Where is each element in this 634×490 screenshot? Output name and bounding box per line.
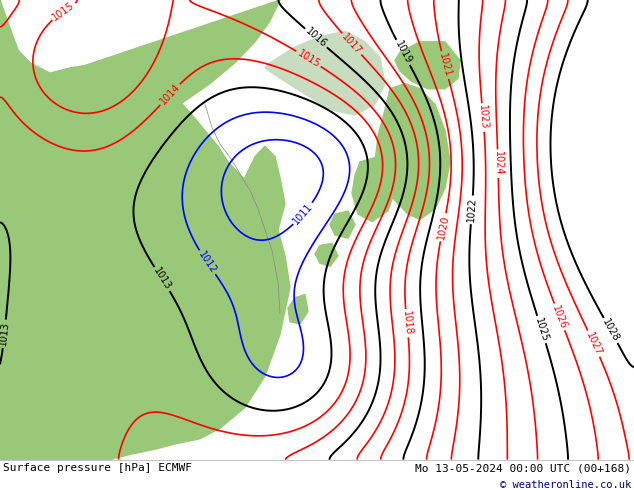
Text: 1023: 1023 [477,105,489,130]
Text: 1013: 1013 [0,321,11,346]
Polygon shape [265,31,385,115]
Text: © weatheronline.co.uk: © weatheronline.co.uk [500,480,631,490]
Polygon shape [375,84,450,220]
Text: 1014: 1014 [158,82,182,107]
Polygon shape [0,0,290,460]
Polygon shape [0,0,280,460]
Text: 1017: 1017 [340,31,364,56]
Text: 1012: 1012 [197,249,218,275]
Polygon shape [0,0,280,136]
Text: Surface pressure [hPa] ECMWF: Surface pressure [hPa] ECMWF [3,463,192,473]
Polygon shape [395,42,460,89]
Text: 1011: 1011 [292,201,315,226]
Text: 1025: 1025 [533,316,550,343]
Text: 1028: 1028 [600,318,621,343]
Text: Mo 13-05-2024 00:00 UTC (00+168): Mo 13-05-2024 00:00 UTC (00+168) [415,463,631,473]
Polygon shape [315,244,338,267]
Text: 1022: 1022 [466,197,478,222]
Text: 1013: 1013 [152,266,173,292]
Text: 1024: 1024 [493,151,503,176]
Text: 1019: 1019 [393,39,413,66]
Polygon shape [330,211,355,238]
Text: 1021: 1021 [437,52,453,78]
Text: 1018: 1018 [401,311,413,336]
Polygon shape [288,294,308,324]
Polygon shape [235,146,285,251]
Text: 1020: 1020 [436,214,450,240]
Text: 1016: 1016 [304,26,328,50]
Text: 1015: 1015 [51,0,77,23]
Text: 1027: 1027 [584,330,604,357]
Text: 1026: 1026 [550,304,569,330]
Polygon shape [352,157,395,221]
Text: 1015: 1015 [295,48,321,70]
